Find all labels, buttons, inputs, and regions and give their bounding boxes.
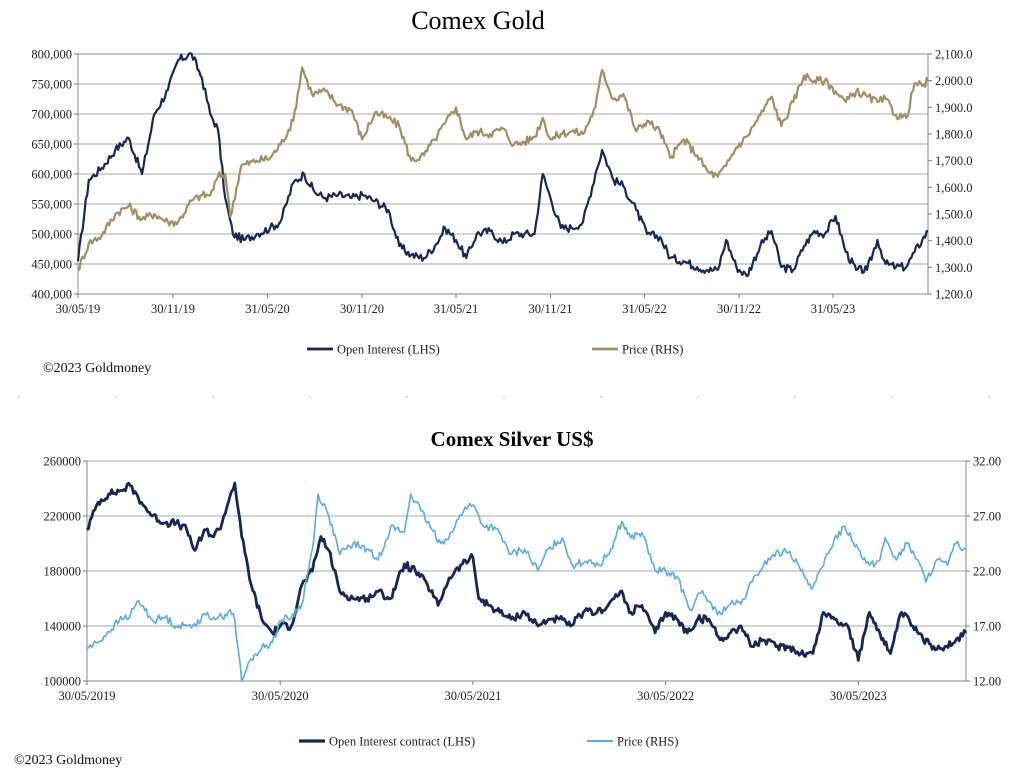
y-left-tick-label: 400,000	[31, 288, 72, 302]
y-left-tick-label: 650,000	[31, 138, 72, 152]
y-right-tick-label: 1,600.0	[935, 181, 973, 195]
x-tick-label: 31/05/20	[245, 302, 289, 316]
x-tick-label: 30/05/2023	[830, 689, 887, 703]
open-interest-series-line	[76, 52, 929, 278]
legend-label: Price (RHS)	[622, 343, 683, 357]
gold-legend: Open Interest (LHS) Price (RHS)	[307, 343, 683, 357]
y-right-tick-label: 1,900.0	[935, 101, 973, 115]
silver-copyright: ©2023 Goldmoney	[14, 753, 122, 768]
y-left-tick-label: 100000	[44, 675, 82, 689]
y-left-tick-label: 500,000	[31, 228, 72, 242]
x-tick-label: 31/05/23	[811, 302, 855, 316]
x-tick-label: 30/05/2019	[59, 689, 116, 703]
price-series-line	[87, 493, 967, 682]
x-tick-label: 30/05/2020	[252, 689, 309, 703]
gold-chart-title: Comex Gold	[411, 6, 545, 35]
y-right-tick-label: 1,700.0	[935, 154, 973, 168]
y-right-tick-label: 1,300.0	[935, 261, 973, 275]
y-left-tick-label: 180000	[44, 565, 82, 579]
silver-legend: Open Interest contract (LHS) Price (RHS)	[299, 735, 678, 749]
y-right-tick-label: 12.00	[973, 675, 1001, 689]
y-right-tick-label: 2,000.0	[935, 74, 973, 88]
legend-label: Price (RHS)	[617, 735, 678, 749]
x-tick-label: 31/05/22	[622, 302, 666, 316]
y-right-tick-label: 2,100.0	[935, 48, 973, 62]
y-left-tick-label: 220000	[44, 510, 82, 524]
silver-series-lines	[86, 481, 968, 682]
silver-axes: 100000 140000 180000 220000 260000 12.00 17.00…	[44, 455, 1002, 704]
gold-series-lines	[76, 52, 929, 278]
y-left-tick-label: 700,000	[31, 108, 72, 122]
legend-label: Open Interest contract (LHS)	[329, 735, 475, 749]
x-tick-label: 30/11/20	[340, 302, 384, 316]
y-right-tick-label: 1,200.0	[935, 288, 973, 302]
y-left-tick-label: 550,000	[31, 198, 72, 212]
x-tick-label: 30/05/19	[56, 302, 100, 316]
y-left-tick-label: 800,000	[31, 48, 72, 62]
y-right-tick-label: 1,400.0	[935, 234, 973, 248]
y-left-tick-label: 450,000	[31, 258, 72, 272]
x-tick-label: 30/11/22	[717, 302, 761, 316]
x-tick-label: 30/11/21	[529, 302, 573, 316]
gold-copyright: ©2023 Goldmoney	[43, 361, 151, 376]
y-right-tick-label: 27.00	[973, 510, 1001, 524]
silver-chart-title: Comex Silver US$	[431, 427, 594, 451]
legend-label: Open Interest (LHS)	[337, 343, 440, 357]
x-tick-label: 30/05/2021	[444, 689, 501, 703]
gold-chart: Comex Gold 400,000 450,000 500,000 550,000 6…	[31, 6, 972, 376]
y-left-tick-label: 260000	[44, 455, 82, 469]
y-right-tick-label: 1,800.0	[935, 128, 973, 142]
x-tick-label: 31/05/21	[434, 302, 478, 316]
silver-chart: Comex Silver US$ 100000 140000 180000 22000…	[14, 427, 1001, 768]
y-right-tick-label: 17.00	[973, 620, 1001, 634]
y-right-tick-label: 1,500.0	[935, 208, 973, 222]
y-left-tick-label: 140000	[44, 620, 82, 634]
x-tick-label: 30/11/19	[151, 302, 195, 316]
y-left-tick-label: 750,000	[31, 78, 72, 92]
price-series-line	[77, 66, 929, 271]
y-right-tick-label: 22.00	[973, 565, 1001, 579]
y-left-tick-label: 600,000	[31, 168, 72, 182]
open-interest-series-line	[86, 481, 968, 662]
silver-gridlines	[87, 460, 966, 627]
gold-axes: 400,000 450,000 500,000 550,000 600,000 650,0…	[31, 48, 972, 317]
y-right-tick-label: 32.00	[973, 455, 1001, 469]
x-tick-label: 30/05/2022	[637, 689, 694, 703]
